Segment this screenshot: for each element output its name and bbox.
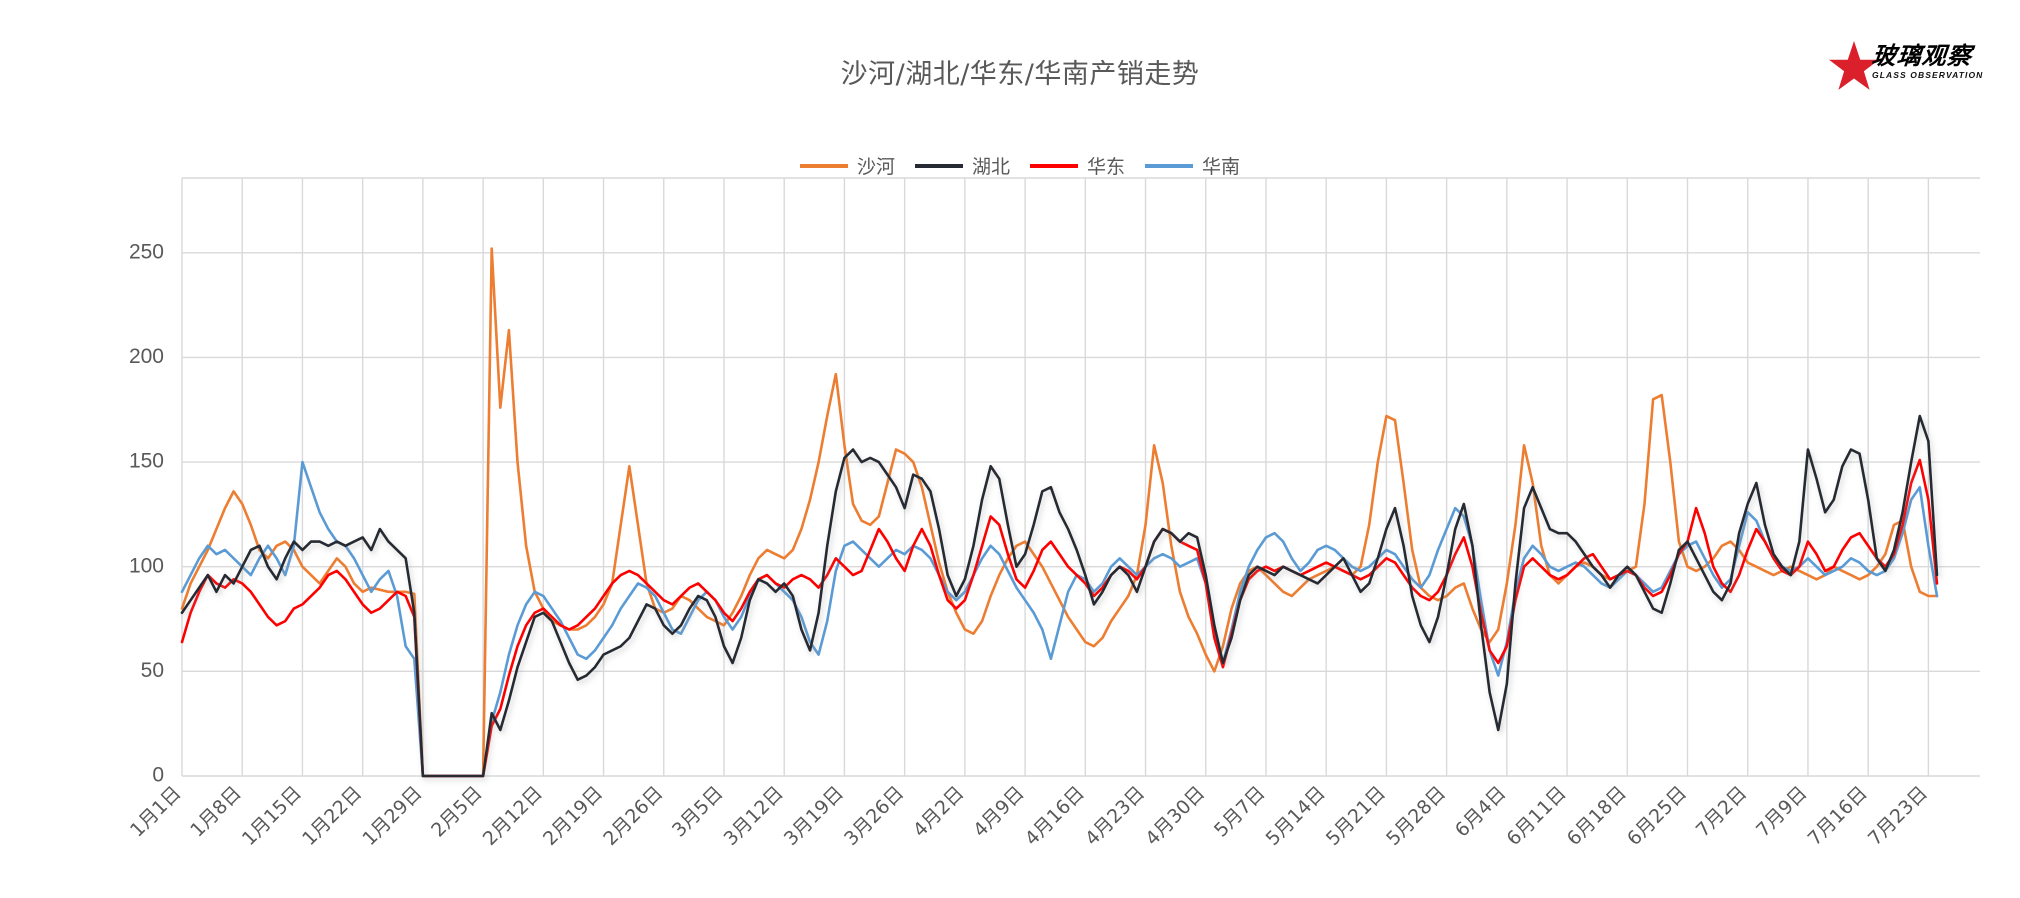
x-axis-tick-label: 3月19日 bbox=[780, 782, 848, 850]
legend-item[interactable]: 华东 bbox=[1030, 152, 1125, 179]
brand-logo: 玻璃观察 GLASS OBSERVATION bbox=[1822, 36, 2002, 98]
y-axis-tick-label: 50 bbox=[141, 659, 164, 682]
x-axis-tick-label: 1月1日 bbox=[126, 782, 186, 842]
x-axis-tick-label: 5月28日 bbox=[1382, 782, 1450, 850]
x-axis-tick-label: 3月12日 bbox=[720, 782, 788, 850]
logo-name-en: GLASS OBSERVATION bbox=[1872, 70, 1984, 80]
x-axis-tick-label: 2月5日 bbox=[427, 782, 487, 842]
x-axis-tick-label: 1月8日 bbox=[186, 782, 246, 842]
legend-color-swatch bbox=[1145, 163, 1194, 168]
legend-item[interactable]: 沙河 bbox=[799, 152, 895, 179]
x-axis-tick-label: 6月18日 bbox=[1563, 782, 1631, 850]
x-axis-tick-label: 4月16日 bbox=[1021, 782, 1089, 850]
x-axis-tick-label: 4月9日 bbox=[969, 782, 1029, 842]
legend-item[interactable]: 湖北 bbox=[914, 152, 1010, 179]
x-axis-tick-label: 7月16日 bbox=[1804, 782, 1872, 850]
star-icon bbox=[1829, 41, 1879, 90]
legend-label: 湖北 bbox=[971, 156, 1010, 178]
legend-label: 华南 bbox=[1202, 156, 1241, 178]
chart-legend: 沙河 湖北 华东 华南 bbox=[0, 152, 2020, 179]
series-line-华东[interactable] bbox=[180, 458, 1939, 778]
x-axis-tick-label: 1月22日 bbox=[298, 782, 366, 850]
y-axis-tick-label: 250 bbox=[129, 240, 164, 263]
x-axis-tick-label: 2月12日 bbox=[479, 782, 547, 850]
x-axis-tick-label: 6月11日 bbox=[1503, 782, 1571, 850]
x-axis-tick-label: 7月23日 bbox=[1864, 782, 1932, 850]
x-axis-tick-label: 5月14日 bbox=[1262, 782, 1330, 850]
series-line-湖北[interactable] bbox=[180, 414, 1939, 778]
legend-label: 沙河 bbox=[856, 156, 895, 178]
x-axis-tick-label: 6月25日 bbox=[1623, 782, 1691, 850]
x-axis-tick-label: 3月5日 bbox=[668, 782, 728, 842]
chart-title: 沙河/湖北/华东/华南产销走势 bbox=[840, 59, 1200, 90]
x-axis-tick-label: 2月26日 bbox=[599, 782, 667, 850]
x-axis-tick-label: 4月23日 bbox=[1081, 782, 1149, 850]
x-axis-tick-label: 1月15日 bbox=[238, 782, 306, 850]
y-axis-tick-label: 200 bbox=[129, 345, 164, 368]
x-axis-tick-label: 4月30日 bbox=[1141, 782, 1209, 850]
x-axis-tick-label: 5月7日 bbox=[1210, 782, 1270, 842]
x-axis-tick-label: 5月21日 bbox=[1322, 782, 1390, 850]
legend-color-swatch bbox=[799, 163, 848, 168]
y-axis-tick-label: 0 bbox=[152, 764, 164, 787]
y-axis-tick-label: 100 bbox=[129, 554, 164, 577]
x-axis-tick-label: 3月26日 bbox=[840, 782, 908, 850]
legend-color-swatch bbox=[1030, 163, 1078, 168]
x-axis-tick-label: 4月2日 bbox=[909, 782, 969, 842]
x-axis-tick-label: 7月2日 bbox=[1692, 782, 1752, 842]
y-axis-tick-label: 150 bbox=[129, 450, 164, 473]
x-axis-tick-label: 6月4日 bbox=[1451, 782, 1511, 842]
x-axis-tick-label: 2月19日 bbox=[539, 782, 607, 850]
legend-item[interactable]: 华南 bbox=[1145, 152, 1240, 179]
legend-color-swatch bbox=[914, 163, 963, 168]
x-axis-tick-label: 7月9日 bbox=[1752, 782, 1812, 842]
x-axis-tick-label: 1月29日 bbox=[358, 782, 426, 850]
legend-label: 华东 bbox=[1087, 156, 1126, 178]
